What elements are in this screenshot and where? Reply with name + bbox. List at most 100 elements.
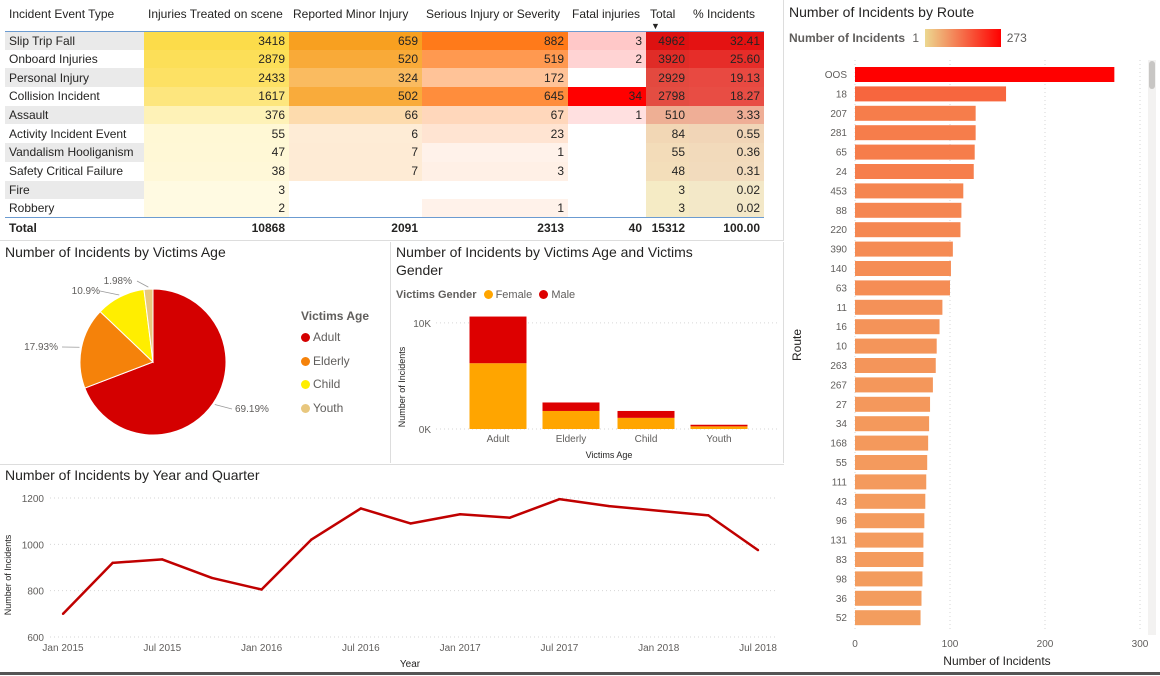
matrix-cell-treated: 2433 — [144, 68, 289, 87]
route-bar[interactable] — [855, 513, 924, 528]
matrix-column-header[interactable]: Injuries Treated on scene — [144, 7, 289, 31]
age-legend-item-youth[interactable]: Youth — [301, 397, 369, 421]
matrix-column-header[interactable]: Incident Event Type — [5, 7, 144, 31]
route-bar[interactable] — [855, 86, 1006, 101]
route-bar[interactable] — [855, 494, 925, 509]
matrix-row-label: Robbery — [5, 199, 144, 218]
line-point[interactable] — [360, 507, 362, 509]
route-scrollbar-track[interactable] — [1148, 60, 1156, 635]
line-y-tick: 800 — [27, 587, 44, 598]
stack-bar-male[interactable] — [543, 402, 600, 410]
matrix-cell-serious: 172 — [422, 68, 568, 87]
line-point[interactable] — [608, 505, 610, 507]
route-bar[interactable] — [855, 242, 953, 257]
line-y-tick: 1200 — [22, 494, 45, 505]
route-bar[interactable] — [855, 436, 928, 451]
matrix-row-label: Personal Injury — [5, 68, 144, 87]
matrix-cell-fatal — [568, 68, 646, 87]
route-bar[interactable] — [855, 106, 976, 121]
route-scrollbar-thumb[interactable] — [1149, 61, 1155, 89]
route-bar[interactable] — [855, 358, 936, 373]
route-bar[interactable] — [855, 145, 975, 160]
route-bar[interactable] — [855, 203, 961, 218]
age-legend-item-adult[interactable]: Adult — [301, 326, 369, 350]
route-bar[interactable] — [855, 222, 960, 237]
matrix-column-header[interactable]: % Incidents — [689, 7, 764, 31]
age-legend-item-elderly[interactable]: Elderly — [301, 350, 369, 374]
matrix-column-header[interactable]: Fatal injuries — [568, 7, 646, 31]
stack-bar-female[interactable] — [470, 363, 527, 429]
stack-bar-male[interactable] — [691, 425, 748, 427]
route-bar[interactable] — [855, 125, 976, 140]
line-x-tick: Jul 2016 — [342, 643, 380, 654]
line-point[interactable] — [310, 539, 312, 541]
line-point[interactable] — [707, 514, 709, 516]
matrix-cell-pct: 3.33 — [689, 106, 764, 125]
route-y-tick: 65 — [836, 148, 848, 159]
route-bar[interactable] — [855, 571, 922, 586]
matrix-cell-minor: 7 — [289, 143, 422, 162]
route-y-tick: 263 — [830, 361, 847, 372]
route-bar[interactable] — [855, 591, 922, 606]
stack-bar-male[interactable] — [618, 411, 675, 418]
route-bar[interactable] — [855, 533, 923, 548]
route-bar[interactable] — [855, 455, 927, 470]
line-point[interactable] — [409, 522, 411, 524]
line-point[interactable] — [658, 510, 660, 512]
matrix-row-label: Fire — [5, 181, 144, 200]
route-bar[interactable] — [855, 339, 937, 354]
stack-bar-female[interactable] — [618, 418, 675, 429]
route-bar[interactable] — [855, 319, 940, 334]
matrix-column-header[interactable]: Reported Minor Injury — [289, 7, 422, 31]
route-bar[interactable] — [855, 67, 1114, 82]
matrix-cell-pct: 18.27 — [689, 87, 764, 106]
line-point[interactable] — [161, 558, 163, 560]
matrix-cell-fatal — [568, 181, 646, 200]
line-point[interactable] — [757, 549, 759, 551]
line-point[interactable] — [558, 498, 560, 500]
matrix-cell-fatal — [568, 124, 646, 143]
line-x-tick: Jan 2016 — [241, 643, 283, 654]
stack-bar-female[interactable] — [543, 411, 600, 429]
route-y-tick: 43 — [836, 497, 848, 508]
sort-descending-icon[interactable]: ▼ — [651, 21, 660, 31]
route-bar[interactable] — [855, 300, 942, 315]
route-bar[interactable] — [855, 164, 974, 179]
route-bar[interactable] — [855, 552, 923, 567]
route-bar[interactable] — [855, 261, 951, 276]
route-bar[interactable] — [855, 610, 921, 625]
matrix-cell-pct: 32.41 — [689, 31, 764, 50]
line-point[interactable] — [62, 613, 64, 615]
route-bar[interactable] — [855, 474, 926, 489]
line-point[interactable] — [211, 577, 213, 579]
route-bar[interactable] — [855, 280, 950, 295]
route-bar[interactable] — [855, 183, 963, 198]
incidents-line[interactable] — [63, 499, 758, 614]
matrix-column-header[interactable]: Serious Injury or Severity — [422, 7, 568, 31]
line-point[interactable] — [111, 562, 113, 564]
route-bar[interactable] — [855, 416, 929, 431]
matrix-cell-total: 3920 — [646, 50, 689, 69]
line-point[interactable] — [459, 513, 461, 515]
stack-bar-male[interactable] — [470, 317, 527, 364]
line-point[interactable] — [260, 588, 262, 590]
route-y-tick: 168 — [830, 439, 847, 450]
route-y-axis-label: Route — [790, 329, 804, 361]
route-bar[interactable] — [855, 397, 930, 412]
route-bar[interactable] — [855, 377, 933, 392]
age-legend-item-child[interactable]: Child — [301, 373, 369, 397]
line-point[interactable] — [509, 516, 511, 518]
stack-bar-female[interactable] — [691, 426, 748, 429]
